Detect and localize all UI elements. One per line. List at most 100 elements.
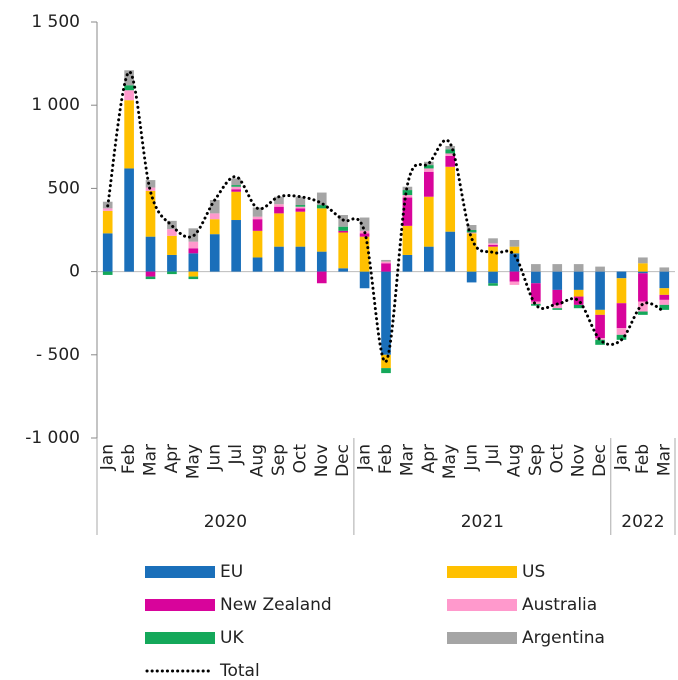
bar-segment: [102, 210, 113, 234]
bar-segment: [316, 208, 327, 252]
y-tick-label: 1 000: [31, 95, 80, 115]
bar-segment: [423, 246, 434, 272]
bar-segment: [488, 283, 498, 286]
x-tick-label: Apr: [162, 444, 182, 473]
y-tick-label: 0: [69, 262, 80, 282]
bar-segment: [595, 309, 605, 315]
x-tick-label: Nov: [569, 444, 589, 477]
bar-segment: [509, 239, 520, 247]
x-tick-label: Jan: [98, 444, 118, 471]
bar-segment: [402, 197, 413, 226]
bar-segment: [552, 271, 563, 290]
legend-label: UK: [220, 628, 244, 648]
x-tick-label: Oct: [547, 444, 567, 474]
legend-label: Argentina: [522, 628, 605, 648]
bar-segment: [316, 271, 327, 284]
bar-segment: [338, 268, 349, 272]
bar-segment: [595, 271, 605, 310]
x-tick-label: Nov: [312, 444, 332, 477]
bar-segment: [423, 165, 434, 169]
bar-segment: [595, 314, 605, 339]
x-tick-label: Mar: [141, 444, 161, 476]
bar-segment: [124, 70, 134, 86]
bar-segment: [659, 288, 670, 295]
bar-segment: [316, 251, 327, 272]
bar-segment: [252, 257, 263, 272]
bar-segment: [638, 311, 648, 315]
x-tick-label: Feb: [119, 444, 139, 474]
bar-segment: [124, 85, 134, 91]
y-tick-label: 1 500: [31, 12, 80, 32]
bar-segment: [659, 304, 670, 310]
bar-segment: [274, 206, 284, 214]
y-tick-label: -1 000: [25, 428, 80, 448]
bar-segment: [145, 271, 156, 277]
bar-segment: [445, 145, 456, 150]
bar-segment: [402, 195, 413, 198]
group-label: 2020: [204, 512, 247, 532]
bar-segment: [595, 339, 605, 345]
x-tick-label: Feb: [633, 444, 653, 474]
bar-segment: [381, 271, 391, 355]
bar-segment: [616, 303, 627, 329]
bar-segment: [466, 230, 477, 233]
legend-swatch: [447, 632, 517, 644]
bar-segment: [359, 236, 370, 272]
bar-segment: [102, 233, 113, 272]
legend-swatch: [145, 566, 215, 578]
x-tick-label: Mar: [397, 444, 417, 476]
bar-segment: [488, 238, 498, 244]
x-tick-label: Mar: [654, 444, 674, 476]
x-tick-label: Jul: [483, 444, 503, 466]
bar-segment: [338, 226, 349, 231]
bar-segment: [466, 225, 477, 230]
bar-segment: [295, 205, 306, 207]
x-tick-label: Dec: [590, 444, 610, 477]
bar-segment: [145, 236, 156, 272]
x-tick-label: Dec: [333, 444, 353, 477]
bar-segment: [659, 294, 670, 300]
bar-segment: [573, 271, 584, 290]
bar-segment: [167, 229, 177, 236]
bar-segment: [145, 276, 156, 280]
bar-segment: [188, 276, 199, 280]
bar-segment: [488, 246, 498, 272]
legend-label: EU: [220, 562, 243, 582]
bar-segment: [231, 178, 241, 186]
bar-segment: [638, 263, 648, 272]
bar-segment: [466, 271, 477, 283]
bar-segment: [381, 368, 391, 374]
bar-segment: [209, 200, 220, 214]
bar-segment: [638, 257, 648, 264]
bar-segment: [552, 264, 563, 272]
bar-segment: [167, 235, 177, 255]
bar-segment: [638, 273, 648, 302]
bar-segment: [466, 233, 477, 272]
x-tick-label: Sep: [526, 444, 546, 476]
bar-segment: [638, 301, 648, 312]
bar-segment: [252, 216, 263, 220]
bar-segment: [445, 153, 456, 156]
y-tick-label: 500: [48, 178, 80, 198]
legend-label: US: [522, 562, 545, 582]
bar-segment: [274, 246, 284, 272]
bar-segment: [231, 185, 241, 187]
y-tick-label: - 500: [36, 345, 80, 365]
bar-segment: [616, 328, 627, 335]
bar-segment: [509, 253, 520, 272]
bar-segment: [102, 271, 113, 275]
bar-segment: [466, 232, 477, 234]
bar-segment: [124, 168, 134, 272]
bar-segment: [616, 334, 627, 340]
bar-segment: [445, 155, 456, 167]
bar-segment: [167, 220, 177, 230]
x-tick-label: Jun: [205, 444, 225, 472]
bar-segment: [295, 196, 306, 206]
bar-segment: [573, 289, 584, 297]
bar-segment: [188, 253, 199, 272]
bar-segment: [509, 271, 520, 282]
bar-segment: [552, 304, 563, 309]
bar-segment: [274, 213, 284, 247]
x-tick-label: Jun: [462, 444, 482, 472]
bar-segment: [124, 90, 134, 101]
